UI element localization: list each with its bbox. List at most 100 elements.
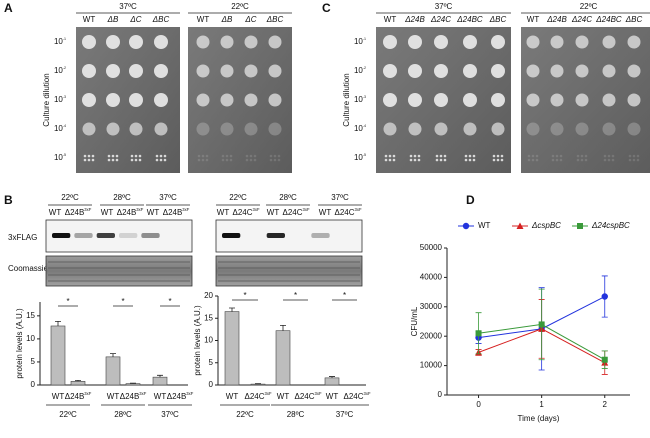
colony-dot	[493, 159, 496, 162]
strain-label-sup: 3xF	[136, 207, 143, 212]
colony-dot	[156, 155, 159, 158]
bar	[251, 384, 265, 385]
strain-label: Δ24BC	[595, 15, 622, 24]
colony-dot	[88, 155, 91, 158]
x-tick-label: Δ24B3xF	[120, 391, 147, 401]
significance-mark: *	[121, 297, 124, 306]
colony-spot	[527, 94, 540, 107]
colony-dot	[274, 159, 277, 162]
dilution-label: 10-4	[54, 124, 66, 133]
colony-dot	[436, 155, 439, 158]
strain-label-base: Δ24C	[334, 208, 354, 217]
colony-spot	[576, 123, 589, 136]
colony-dot	[612, 159, 615, 162]
row-label: Coomassie	[8, 264, 49, 273]
colony-spot	[628, 36, 641, 49]
x-tick-label: Δ24C3xF	[294, 391, 321, 401]
group-label: 22ºC	[236, 410, 254, 419]
strain-label: Δ24B3xF	[117, 207, 144, 217]
colony-dot	[469, 159, 472, 162]
colony-dot	[528, 159, 531, 162]
dilution-label: 10-1	[354, 37, 366, 46]
x-tick-label-base: Δ24C	[244, 392, 264, 401]
colony-spot	[269, 123, 282, 136]
bar	[106, 357, 120, 385]
colony-spot	[603, 94, 616, 107]
y-tick-label: 50000	[420, 243, 443, 252]
strain-label-base: Δ24C	[282, 208, 302, 217]
colony-dot	[139, 155, 142, 158]
colony-dot	[385, 159, 388, 162]
panel-label: A	[4, 1, 13, 15]
strain-label-sup: 3xF	[182, 207, 189, 212]
y-tick-label: 30000	[420, 302, 443, 311]
dilution-label-sup: -1	[63, 37, 66, 41]
temperature-header: 22ºC	[229, 193, 247, 202]
colony-dot	[552, 155, 555, 158]
axis-title: Culture dilution	[42, 73, 51, 126]
x-tick-label-base: WT	[326, 392, 339, 401]
x-tick-label-base: Δ24C	[294, 392, 314, 401]
colony-spot	[197, 94, 210, 107]
colony-dot	[246, 159, 249, 162]
x-tick-label-sup: 3xF	[364, 391, 371, 396]
colony-dot	[581, 159, 584, 162]
group-label: 22ºC	[59, 410, 77, 419]
dilution-label-sup: -4	[63, 124, 66, 128]
temperature-header: 28ºC	[113, 193, 131, 202]
panel-label: C	[322, 1, 331, 15]
x-tick-label-base: Δ24B	[167, 392, 187, 401]
data-point	[602, 293, 608, 299]
colony-spot	[603, 65, 616, 78]
legend-label: ΔcspBC	[531, 221, 561, 230]
panel-label: D	[466, 193, 475, 207]
colony-spot	[628, 65, 641, 78]
group-label: 37ºC	[161, 410, 179, 419]
colony-spot	[245, 94, 258, 107]
colony-dot	[436, 159, 439, 162]
colony-dot	[552, 159, 555, 162]
strain-label: Δ24BC	[456, 15, 483, 24]
axis-title: Time (days)	[518, 414, 560, 423]
strain-label: WT	[217, 208, 230, 217]
strain-label: Δ24C	[430, 15, 451, 24]
colony-spot	[603, 123, 616, 136]
colony-spot	[154, 35, 168, 49]
y-tick-label: 10	[26, 334, 35, 343]
legend-marker	[463, 223, 469, 229]
dilution-label: 10-3	[54, 95, 66, 104]
temperature-header: 22ºC	[580, 2, 598, 11]
colony-dot	[108, 159, 111, 162]
strain-label: ΔBC	[152, 15, 170, 24]
x-tick-label: WT	[107, 392, 120, 401]
colony-spot	[221, 94, 234, 107]
dilution-label: 10-4	[354, 124, 366, 133]
colony-dot	[270, 155, 273, 158]
strain-label: Δ24B	[546, 15, 567, 24]
colony-dot	[585, 159, 588, 162]
colony-spot	[463, 93, 477, 107]
colony-spot	[628, 94, 641, 107]
colony-spot	[82, 35, 96, 49]
colony-dot	[528, 155, 531, 158]
x-tick-label-base: Δ24B	[120, 392, 140, 401]
colony-dot	[418, 155, 421, 158]
dilution-label: 10-2	[354, 66, 366, 75]
bar	[225, 312, 239, 385]
significance-mark: *	[243, 291, 246, 300]
y-tick-label: 20	[204, 291, 213, 300]
colony-dot	[536, 155, 539, 158]
blot-band	[311, 233, 329, 238]
y-tick-label: 0	[31, 380, 36, 389]
colony-dot	[577, 155, 580, 158]
colony-spot	[383, 35, 397, 49]
colony-spot	[527, 123, 540, 136]
x-tick-label: 1	[539, 400, 544, 409]
dilution-label-sup: -4	[363, 124, 366, 128]
colony-spot	[463, 64, 477, 78]
dilution-label-sup: -3	[363, 95, 366, 99]
dilution-label: 10-1	[54, 37, 66, 46]
colony-dot	[389, 155, 392, 158]
dilution-label: 10-5	[354, 153, 366, 162]
strain-label: WT	[267, 208, 280, 217]
